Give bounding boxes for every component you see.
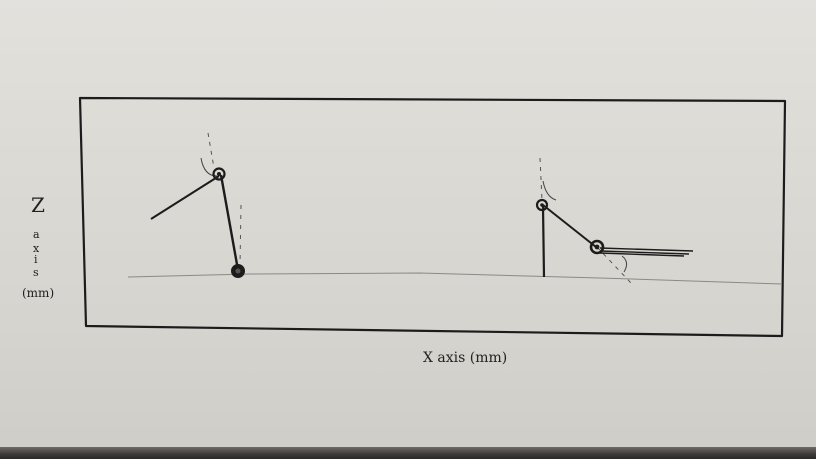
z-axis-letter: Z xyxy=(31,193,45,217)
right-linkage xyxy=(535,157,694,284)
left-linkage xyxy=(150,132,245,278)
z-axis-word-char-4: s xyxy=(33,266,39,279)
z-axis-word-stack: a x i s xyxy=(33,228,40,279)
right-upper-link xyxy=(542,204,597,248)
left-dashed-guide-mid xyxy=(239,204,242,266)
right-dashed-guide-top xyxy=(539,157,543,201)
plot-frame xyxy=(78,96,787,338)
right-upper-joint-center xyxy=(540,203,544,207)
x-axis-label: X axis (mm) xyxy=(423,350,507,366)
right-elbow-joint xyxy=(589,239,605,255)
table-edge xyxy=(0,447,816,459)
right-angle-arc-top xyxy=(542,180,557,201)
ground-line xyxy=(127,272,783,285)
left-base-joint-center xyxy=(235,268,241,274)
z-axis-word-char-2: x xyxy=(33,242,40,255)
right-horizontal-link xyxy=(599,247,694,257)
left-dashed-guide-top xyxy=(207,132,215,169)
right-angle-arc-bottom xyxy=(621,255,628,273)
left-upper-link xyxy=(150,175,220,220)
right-vertical-post xyxy=(541,205,546,278)
z-axis-word-char-1: a xyxy=(33,228,40,241)
left-upper-joint-center xyxy=(217,172,221,176)
right-elbow-joint-center xyxy=(594,244,600,250)
z-axis-word-char-3: i xyxy=(34,253,38,266)
left-upper-joint xyxy=(212,167,226,181)
left-lower-link xyxy=(219,174,240,271)
z-axis-unit: (mm) xyxy=(22,286,54,300)
right-upper-joint xyxy=(535,198,549,212)
